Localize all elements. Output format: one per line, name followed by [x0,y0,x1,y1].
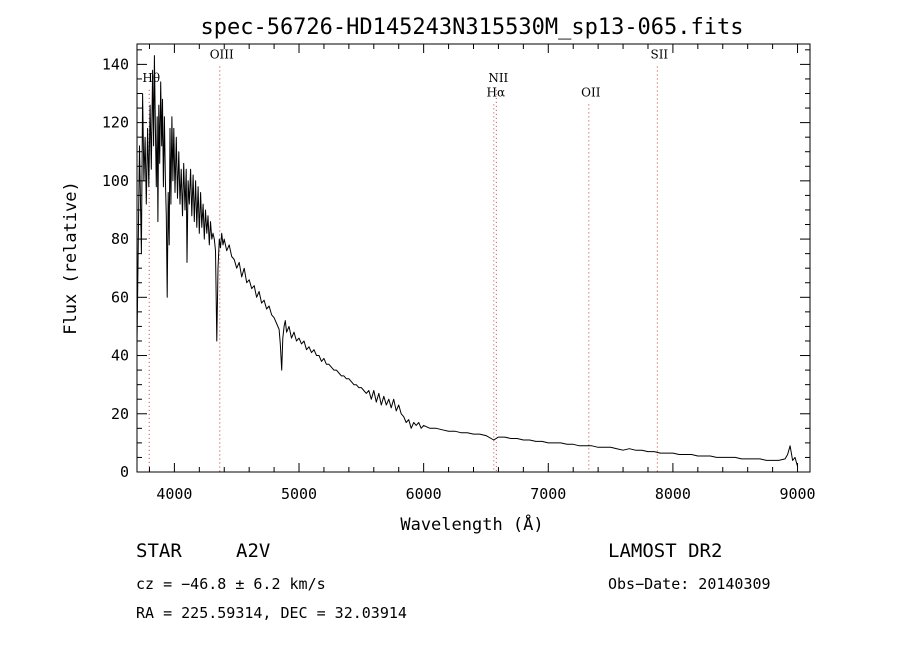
survey-name: LAMOST DR2 [608,540,723,562]
object-type: STAR [136,540,182,562]
spectrum-line [136,55,798,467]
y-axis-label: Flux (relative) [61,181,81,335]
x-tick-label: 6000 [406,485,442,503]
spectral-line-label: SII [650,48,668,62]
y-tick-label: 120 [102,114,129,132]
x-axis: 4000 5000 6000 7000 8000 9000 [148,44,816,503]
observation-date: Obs−Date: 20140309 [608,575,771,593]
x-tick-label: 9000 [779,485,815,503]
x-tick-label: 8000 [655,485,691,503]
coordinates: RA = 225.59314, DEC = 32.03914 [136,604,407,622]
x-tick-label: 7000 [530,485,566,503]
spectral-line-label: OII [581,85,601,99]
spectral-line-label: NII [488,71,508,85]
y-axis: 0 20 40 60 80 100 120 140 [102,49,810,481]
spectral-line-markers [148,66,658,472]
y-tick-label: 140 [102,55,129,73]
y-tick-label: 40 [111,347,129,365]
x-tick-label: 4000 [156,485,192,503]
y-tick-label: 100 [102,172,129,190]
x-axis-label: Wavelength (Å) [400,513,543,535]
spectral-line-label: Hα [487,85,506,99]
y-tick-label: 60 [111,288,129,306]
spectral-line-label: Hθ [142,71,160,85]
chart-title: spec-56726-HD145243N315530M_sp13-065.fit… [200,15,743,40]
plot-frame [136,43,811,473]
y-tick-label: 80 [111,230,129,248]
spectral-subclass: A2V [236,540,271,562]
redshift-cz: cz = −46.8 ± 6.2 km/s [136,575,326,593]
spectral-line-label: OIII [210,48,234,62]
x-tick-label: 5000 [281,485,317,503]
y-tick-label: 0 [120,463,129,481]
y-tick-label: 20 [111,405,129,423]
